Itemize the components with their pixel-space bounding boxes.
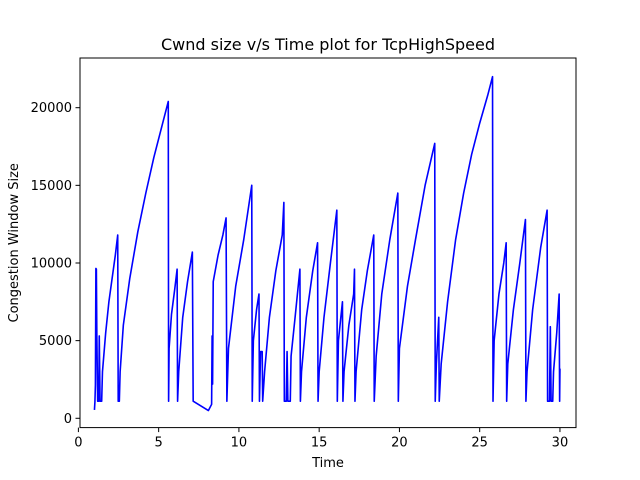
- y-axis-title: Congestion Window Size: [7, 163, 22, 322]
- x-tick-label: 30: [552, 436, 569, 451]
- plot-area: [93, 75, 561, 412]
- y-axis: 0 5000 10000 15000 20000: [31, 101, 80, 427]
- chart-title: Cwnd size v/s Time plot for TcpHighSpeed: [161, 35, 495, 54]
- series-line-0: [93, 75, 561, 412]
- y-tick-label: 15000: [31, 179, 72, 194]
- x-tick-label: 25: [471, 436, 488, 451]
- y-tick-label: 0: [64, 412, 72, 427]
- y-tick-label: 10000: [31, 256, 72, 271]
- x-tick-label: 15: [311, 436, 328, 451]
- x-tick-label: 0: [74, 436, 82, 451]
- x-tick-label: 5: [155, 436, 163, 451]
- x-tick-label: 20: [391, 436, 408, 451]
- axes-frame: [79, 57, 577, 429]
- y-tick-label: 20000: [31, 101, 72, 116]
- x-axis: 0 5 10 15 20 25 30: [74, 427, 569, 451]
- x-axis-title: Time: [311, 456, 344, 471]
- y-tick-label: 5000: [39, 334, 72, 349]
- x-tick-label: 10: [231, 436, 248, 451]
